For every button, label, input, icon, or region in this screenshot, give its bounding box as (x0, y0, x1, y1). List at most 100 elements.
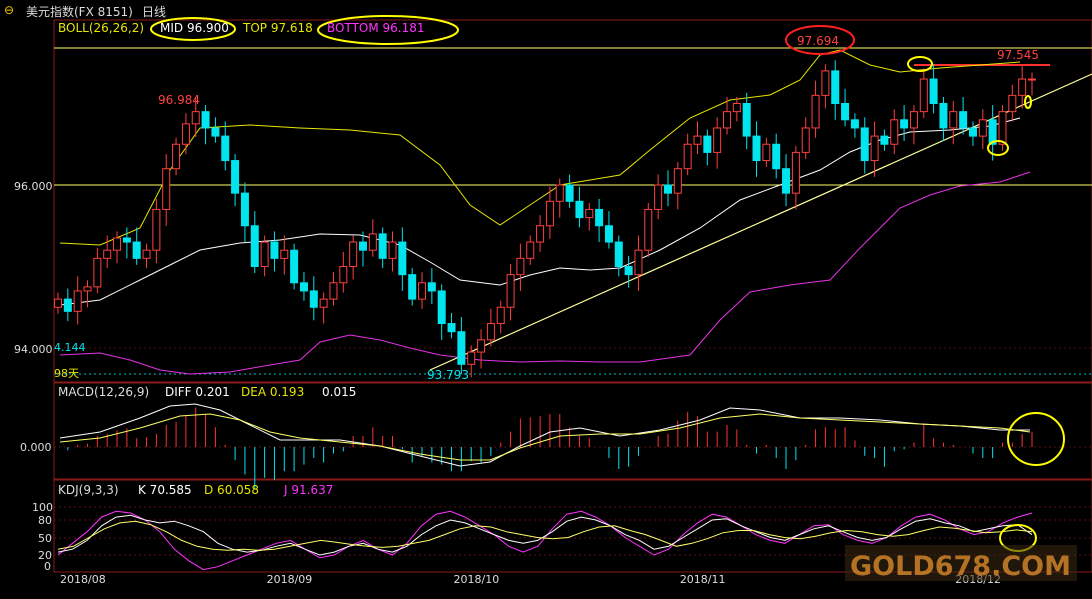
candle-body (270, 241, 279, 259)
candle-body (693, 135, 702, 145)
candle-body (231, 160, 240, 194)
candle-body (801, 127, 810, 153)
candle-body (565, 184, 574, 202)
candle-body (575, 200, 584, 219)
top-touch-ellipse (907, 56, 933, 72)
candle-body (437, 290, 446, 325)
candle-body (732, 103, 741, 113)
candle-body (850, 119, 859, 129)
candle-body (496, 306, 505, 325)
minimize-icon[interactable]: ⊖ (4, 3, 15, 17)
low-label: 93.793 (427, 368, 469, 382)
candle-body (909, 111, 918, 129)
candle-body (821, 70, 830, 96)
kdj-label: KDJ(9,3,3) (58, 483, 119, 497)
candle-body (791, 151, 800, 194)
candle-body (998, 111, 1007, 145)
left-price-label: 4.144 (54, 341, 86, 354)
candle-body (703, 135, 712, 153)
candle-body (654, 184, 663, 210)
kdj-tick-0: 0 (44, 560, 51, 573)
candle-body (1018, 78, 1027, 96)
days-label: 98天 (54, 367, 79, 380)
candle-body (870, 135, 879, 162)
candle-body (181, 123, 190, 145)
kdj-tick-20: 20 (38, 549, 52, 562)
trend-touch-ellipse (1024, 95, 1032, 109)
candle-body (614, 241, 623, 268)
candle-body (949, 111, 958, 129)
kdj-d-value: D 60.058 (204, 483, 259, 497)
candle-body (477, 339, 486, 353)
boll-bottom-line (59, 171, 1031, 375)
candle-body (811, 94, 820, 129)
candle-body (900, 119, 909, 129)
candle-body (201, 111, 210, 129)
candle-body (978, 119, 987, 137)
candle-body (673, 168, 682, 194)
candle-body (1028, 78, 1036, 81)
candle-body (663, 184, 672, 194)
candle-body (408, 274, 417, 300)
candle-body (772, 143, 781, 170)
boll-mid-value: MID 96.900 (160, 21, 229, 35)
bottom-highlight-ellipse (317, 15, 459, 45)
candle-body (309, 290, 318, 308)
candle-body (132, 241, 141, 259)
candle-body (339, 266, 348, 284)
candle-body (919, 78, 928, 113)
candle-body (841, 103, 850, 121)
candle-body (418, 282, 427, 300)
candle-body (516, 257, 525, 276)
macd-diff-line (59, 403, 1030, 467)
kdj-tick-100: 100 (32, 501, 53, 514)
candle-body (63, 298, 72, 312)
candle-body (968, 127, 977, 137)
kdj-k-line (57, 514, 1033, 556)
candle-body (939, 103, 948, 129)
macd-histogram (67, 407, 1033, 489)
candle-body (831, 70, 840, 104)
macd-dea-value: DEA 0.193 (241, 385, 304, 399)
candle-body (260, 241, 269, 268)
candle-body (378, 233, 387, 259)
candle-body (506, 274, 515, 308)
boll-bottom-value: BOTTOM 96.181 (327, 21, 425, 35)
kdj-j-line (57, 510, 1033, 571)
candle-body (329, 282, 338, 300)
candle-body (93, 257, 102, 288)
macd-label: MACD(12,26,9) (58, 385, 149, 399)
candle-body (388, 241, 397, 259)
kdj-tick-80: 80 (38, 514, 52, 527)
candle-body (634, 249, 643, 276)
x-tick-label: 2018/11 (680, 573, 726, 586)
candle-body (467, 351, 476, 365)
candle-body (929, 78, 938, 105)
macd-diff-value: DIFF 0.201 (165, 385, 230, 399)
high-highlight-ellipse (785, 25, 855, 55)
candle-body (240, 192, 249, 227)
mid-highlight-ellipse (150, 17, 236, 41)
instrument-title: 美元指数(FX 8151) (26, 5, 133, 19)
candle-body (713, 127, 722, 153)
high-label-3: 97.545 (997, 48, 1039, 62)
candle-body (585, 208, 594, 219)
period-label[interactable]: 日线 (142, 5, 167, 19)
macd-cross-ellipse (1007, 412, 1065, 466)
candle-body (536, 225, 545, 243)
kdj-tick-50: 50 (38, 532, 52, 545)
candle-body (545, 200, 554, 227)
boll-label: BOLL(26,26,2) (58, 21, 144, 35)
candle-body (319, 298, 328, 308)
candlesticks (54, 60, 1036, 378)
price-tick-94: 94.000 (14, 343, 53, 356)
candle-body (486, 323, 495, 341)
candle-body (752, 135, 761, 162)
candle-body (103, 249, 112, 259)
candle-body (427, 282, 436, 292)
candle-body (398, 241, 407, 276)
candle-body (860, 127, 869, 162)
x-tick-label: 2018/08 (60, 573, 106, 586)
candle-body (172, 143, 181, 170)
